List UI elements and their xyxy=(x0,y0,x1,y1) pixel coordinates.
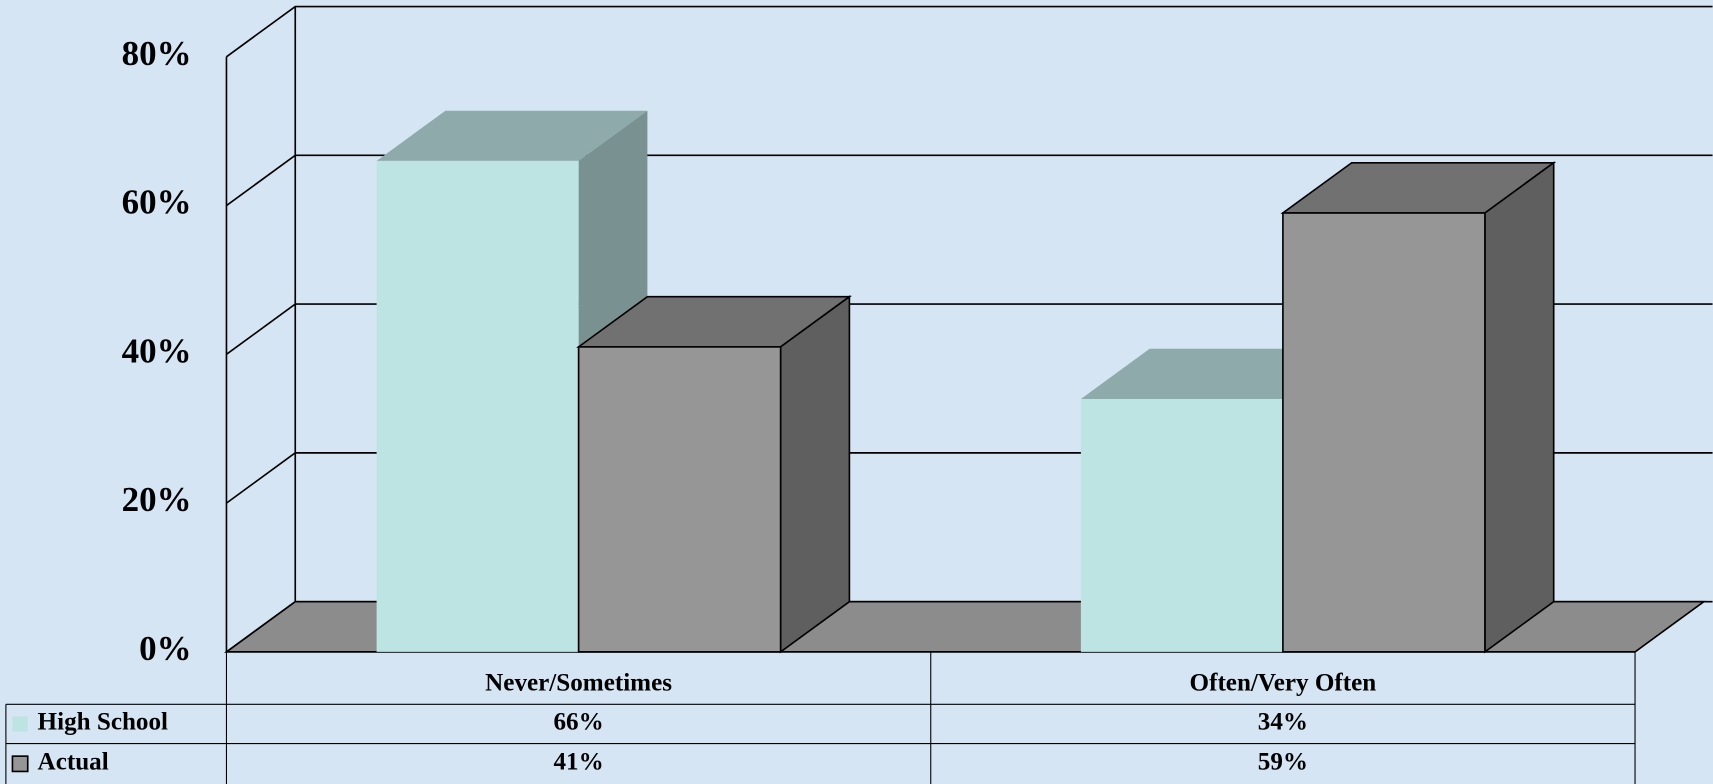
bar-front xyxy=(1080,398,1283,652)
data-label: 34% xyxy=(1258,709,1308,736)
grid-line xyxy=(225,303,1713,355)
bar-front xyxy=(577,346,782,653)
x-tick-label: Never/Sometimes xyxy=(485,669,672,696)
bar xyxy=(376,110,648,652)
y-tick-label: 0% xyxy=(139,629,191,668)
y-tick-label: 40% xyxy=(122,331,192,370)
bar-side xyxy=(779,295,851,654)
legend-key xyxy=(12,716,28,732)
bar-front xyxy=(376,160,579,652)
bar xyxy=(1280,161,1557,654)
bar-side xyxy=(1484,161,1555,654)
legend-key xyxy=(11,755,29,773)
grid-line xyxy=(225,5,1713,58)
data-label: 59% xyxy=(1258,749,1308,776)
x-tick-label: Often/Very Often xyxy=(1190,669,1377,696)
legend-label: Actual xyxy=(38,749,109,776)
data-label: 41% xyxy=(553,749,603,776)
y-tick-label: 60% xyxy=(122,183,192,222)
data-label: 66% xyxy=(553,709,603,736)
y-tick-label: 80% xyxy=(122,34,192,73)
bar-top xyxy=(376,110,648,161)
y-tick-label: 20% xyxy=(122,480,192,519)
bar-front xyxy=(1282,212,1486,653)
bar xyxy=(576,295,852,654)
legend-label: High School xyxy=(38,709,168,736)
grid-line xyxy=(225,154,1713,207)
